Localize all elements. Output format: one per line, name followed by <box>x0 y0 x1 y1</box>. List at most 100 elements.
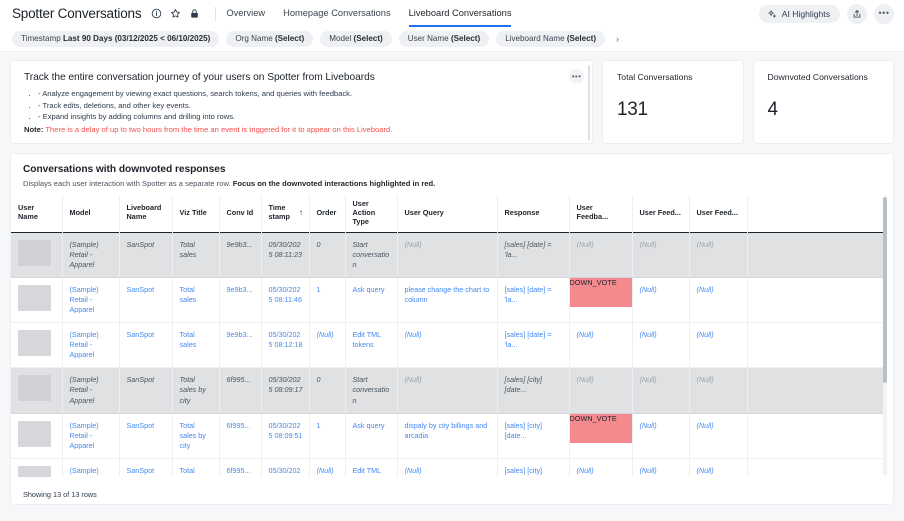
filter-chip-model[interactable]: Model (Select) <box>320 30 392 48</box>
cell-spacer <box>747 322 885 369</box>
info-card-menu-button[interactable]: ••• <box>569 69 584 84</box>
cell-time-stamp: 05/30/2025 08:11:23 <box>261 232 310 278</box>
top-bar-actions: AI Highlights ••• <box>758 3 894 24</box>
filter-chip-org-name[interactable]: Org Name (Select) <box>226 30 314 48</box>
cell-user-feedback-2: (Null) <box>632 232 690 278</box>
share-button[interactable] <box>847 3 867 24</box>
column-header-time-stamp-label: Time stamp <box>268 203 291 222</box>
cell-user-feedback-1: (Null) <box>569 232 633 278</box>
cell-response: [sales] [city] [date... <box>497 413 570 459</box>
cell-order: 0 <box>309 367 346 414</box>
cell-model: (Sample) Retail - Apparel <box>62 277 120 324</box>
cell-user-feedback-3: (Null) <box>689 232 748 278</box>
cell-viz-title: Total sales <box>172 277 220 324</box>
cell-user-feedback-1: DOWN_VOTE <box>569 277 633 324</box>
column-header-user-feedback-1[interactable]: User Feedba... <box>569 195 633 233</box>
column-header-user-query[interactable]: User Query <box>397 195 498 233</box>
info-card-scrollbar[interactable] <box>587 65 590 141</box>
cell-response: [sales] [city] [date... <box>497 458 570 477</box>
cell-user-query: (Null) <box>397 232 498 278</box>
more-options-button[interactable]: ••• <box>874 3 894 24</box>
tab-liveboard-conversations[interactable]: Liveboard Conversations <box>408 0 512 27</box>
cell-user-name <box>11 458 63 477</box>
cell-user-feedback-2: (Null) <box>632 322 690 369</box>
cell-liveboard-name: SanSpot <box>119 367 173 414</box>
tab-homepage-conversations[interactable]: Homepage Conversations <box>283 7 391 18</box>
kpi-label: Total Conversations <box>617 72 693 82</box>
info-icon[interactable] <box>151 8 162 19</box>
cell-user-feedback-3: (Null) <box>689 367 748 414</box>
cell-response: [sales] [date] = 'la... <box>497 322 570 369</box>
column-header-liveboard-name[interactable]: Liveboard Name <box>119 195 173 233</box>
table-grid-wrap: User Name Model Liveboard Name Viz Title… <box>11 195 893 477</box>
cell-spacer <box>747 277 885 324</box>
column-header-user-action-type[interactable]: User Action Type <box>345 195 398 233</box>
column-header-user-name[interactable]: User Name <box>11 195 63 233</box>
column-header-user-feedback-3[interactable]: User Feed... <box>689 195 748 233</box>
table-title: Conversations with downvoted responses <box>23 164 226 175</box>
cell-user-name <box>11 367 63 414</box>
ai-highlights-label: AI Highlights <box>781 8 830 19</box>
filter-more-chevron-icon[interactable]: › <box>616 34 620 44</box>
cell-user-feedback-1: (Null) <box>569 458 633 477</box>
cell-spacer <box>747 232 885 278</box>
info-card-bullets: - Analyze engagement by viewing exact qu… <box>38 88 579 123</box>
cell-conv-id: 9e9b3... <box>219 322 262 369</box>
table-subtitle-emphasis: Focus on the downvoted interactions high… <box>232 179 436 188</box>
cell-user-feedback-1: (Null) <box>569 367 633 414</box>
filter-chip-timestamp[interactable]: Timestamp Last 90 Days (03/12/2025 < 06/… <box>12 30 220 48</box>
info-note-label: Note: <box>24 124 44 134</box>
column-header-order[interactable]: Order <box>309 195 346 233</box>
cell-user-action-type: Start conversation <box>345 367 398 414</box>
sort-ascending-icon: ↑ <box>298 208 303 218</box>
cell-liveboard-name: SanSpot <box>119 322 173 369</box>
cell-model: (Sample) Retail - Apparel <box>62 413 120 459</box>
cell-user-query: (Null) <box>397 458 498 477</box>
cell-liveboard-name: SanSpot <box>119 458 173 477</box>
cell-time-stamp: 05/30/2025 08:09:17 <box>261 367 310 414</box>
column-header-model[interactable]: Model <box>62 195 120 233</box>
cell-model: (Sample) Retail - Apparel <box>62 232 120 278</box>
avatar <box>18 330 51 357</box>
column-header-response[interactable]: Response <box>497 195 570 233</box>
filter-bar: Timestamp Last 90 Days (03/12/2025 < 06/… <box>0 27 904 52</box>
body-area: Track the entire conversation journey of… <box>0 52 904 505</box>
info-card-title: Track the entire conversation journey of… <box>24 72 375 83</box>
table-scrollbar-thumb[interactable] <box>883 197 887 383</box>
cell-user-name <box>11 322 63 369</box>
lock-icon[interactable] <box>189 8 200 19</box>
conversations-table: User Name Model Liveboard Name Viz Title… <box>11 195 886 477</box>
ai-highlights-button[interactable]: AI Highlights <box>758 4 840 23</box>
cell-viz-title: Total sales <box>172 232 220 278</box>
cell-conv-id: 9e9b3... <box>219 277 262 324</box>
page-title: Spotter Conversations <box>12 6 142 21</box>
cell-viz-title: Total sales by city <box>172 458 220 477</box>
cell-user-feedback-3: (Null) <box>689 277 748 324</box>
column-header-viz-title[interactable]: Viz Title <box>172 195 220 233</box>
tab-overview[interactable]: Overview <box>226 7 266 18</box>
cell-conv-id: 9e9b3... <box>219 232 262 278</box>
cell-user-feedback-1: DOWN_VOTE <box>569 413 633 459</box>
filter-chip-user-name[interactable]: User Name (Select) <box>398 30 490 48</box>
conversations-table-card: Conversations with downvoted responses D… <box>10 153 894 505</box>
column-header-user-feedback-2[interactable]: User Feed... <box>632 195 690 233</box>
filter-chip-liveboard-name[interactable]: Liveboard Name (Select) <box>496 30 606 48</box>
column-header-spacer <box>747 195 886 233</box>
cell-response: [sales] [date] = 'la... <box>497 232 570 278</box>
cell-viz-title: Total sales by city <box>172 413 220 459</box>
star-icon[interactable] <box>170 8 181 19</box>
column-header-time-stamp[interactable]: Time stamp ↑ <box>261 195 310 233</box>
kpi-value: 131 <box>617 99 648 120</box>
filter-value-liveboard-name: (Select) <box>566 33 597 43</box>
cell-conv-id: 6f995... <box>219 413 262 459</box>
info-note-text: There is a delay of up to two hours from… <box>45 124 393 134</box>
column-header-conv-id[interactable]: Conv Id <box>219 195 262 233</box>
cell-user-action-type: Ask query <box>345 277 398 324</box>
cell-order: 1 <box>309 277 346 324</box>
